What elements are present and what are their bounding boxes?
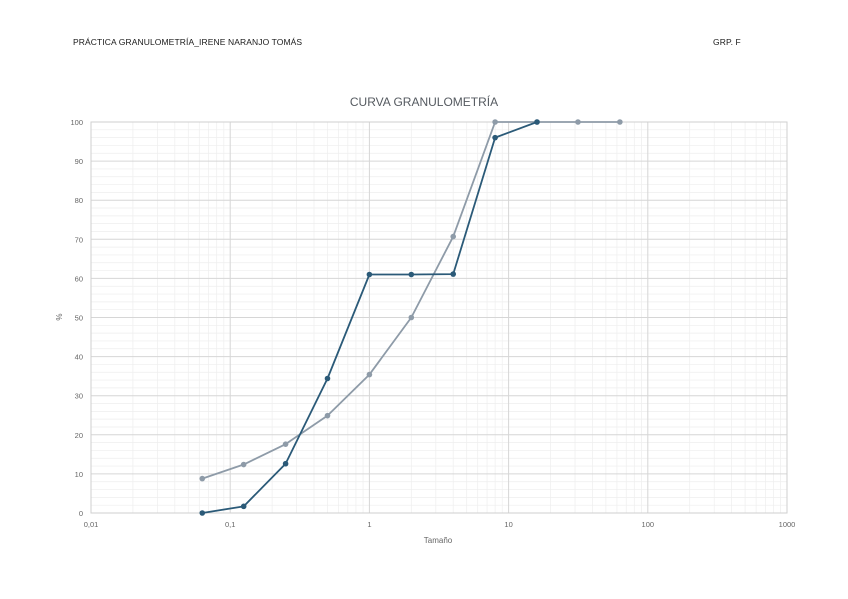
y-tick-label: 50 <box>75 314 83 323</box>
series-layer <box>199 119 623 516</box>
data-point <box>492 134 498 141</box>
y-tick-label: 100 <box>70 118 83 127</box>
data-point <box>450 271 457 277</box>
y-tick-label: 70 <box>75 235 83 244</box>
data-point <box>575 119 581 125</box>
data-point <box>408 271 415 278</box>
data-point <box>534 119 540 125</box>
data-point <box>282 441 289 447</box>
x-tick-label: 0,01 <box>84 520 99 529</box>
data-point <box>408 314 415 321</box>
x-tick-label: 1 <box>367 520 371 529</box>
x-axis-label: Tamaño <box>424 536 453 545</box>
axes: 0,01 0,1 1 10 100 1000 0 10 20 30 40 50 60 70 80 90 100 <box>70 118 795 529</box>
y-tick-label: 40 <box>75 353 83 362</box>
y-tick-label: 80 <box>75 196 83 205</box>
data-point <box>282 460 289 467</box>
data-point <box>199 475 206 482</box>
x-tick-label: 10 <box>504 520 512 529</box>
data-point <box>617 119 623 125</box>
header-title: PRÁCTICA GRANULOMETRÍA_IRENE NARANJO TOM… <box>73 37 303 47</box>
y-tick-label: 20 <box>75 431 83 440</box>
data-point <box>450 233 457 240</box>
y-tick-label: 60 <box>75 274 83 283</box>
data-point <box>366 371 373 378</box>
data-point <box>366 271 373 278</box>
x-tick-label: 0,1 <box>225 520 235 529</box>
y-axis-label: % <box>55 313 64 320</box>
header-group: GRP. F <box>713 37 741 47</box>
y-tick-label: 0 <box>79 509 83 518</box>
data-point <box>324 412 331 419</box>
y-tick-label: 10 <box>75 470 83 479</box>
data-point <box>199 510 206 516</box>
data-point <box>324 375 331 382</box>
x-tick-label: 1000 <box>779 520 796 529</box>
x-tick-label: 100 <box>642 520 655 529</box>
y-tick-label: 90 <box>75 157 83 166</box>
data-point <box>492 119 498 125</box>
y-tick-label: 30 <box>75 392 83 401</box>
data-point <box>240 503 247 510</box>
data-point <box>240 461 247 468</box>
plot-border <box>90 121 788 514</box>
grid-lines <box>90 121 788 514</box>
chart-title: CURVA GRANULOMETRÍA <box>350 94 498 109</box>
